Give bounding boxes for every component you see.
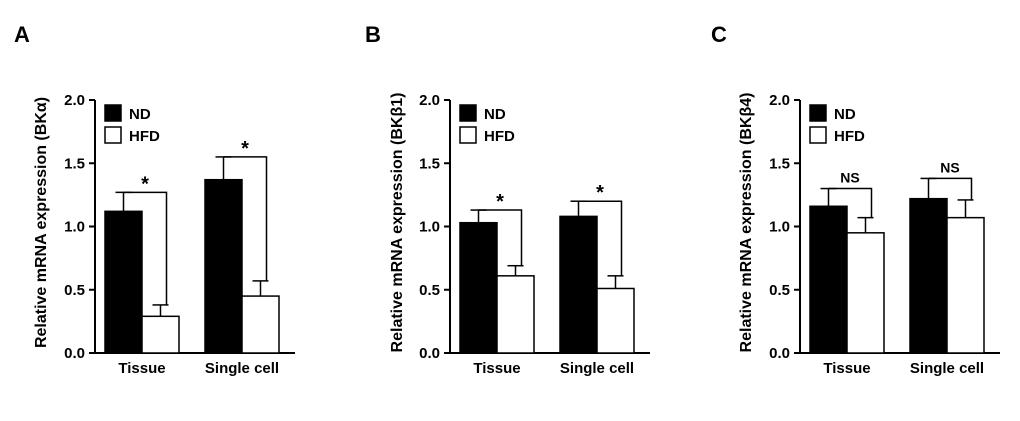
- y-tick-label: 1.5: [64, 155, 85, 172]
- y-tick-label: 2.0: [64, 92, 85, 109]
- bar-nd-single-cell: [204, 178, 243, 354]
- panel-letter: A: [14, 22, 30, 47]
- bar-hfd-single-cell: [596, 287, 635, 354]
- y-tick-label: 0.5: [769, 282, 790, 299]
- x-category-label: Tissue: [823, 360, 870, 377]
- significance-label: NS: [940, 159, 959, 175]
- panel-letter: C: [711, 22, 727, 47]
- x-category-label: Tissue: [473, 360, 520, 377]
- y-tick-label: 1.5: [769, 155, 790, 172]
- bar-hfd-tissue: [496, 275, 535, 354]
- y-tick-label: 1.0: [769, 219, 790, 236]
- bar-hfd-single-cell: [241, 295, 280, 354]
- bar-hfd-single-cell: [946, 216, 985, 354]
- y-tick-label: 0.0: [64, 345, 85, 362]
- y-tick-label: 2.0: [769, 92, 790, 109]
- significance-bracket: [123, 191, 168, 305]
- y-axis-label: Relative mRNA expression (BKα): [33, 97, 50, 348]
- bar-nd-tissue: [104, 210, 143, 354]
- significance-label: *: [241, 138, 249, 160]
- bar-hfd-tissue: [141, 315, 180, 354]
- y-axis-label: Relative mRNA expression (BKβ1): [389, 93, 406, 353]
- legend-swatch-hfd: [459, 126, 477, 144]
- bar-nd-tissue: [459, 221, 498, 354]
- legend-swatch-hfd: [104, 126, 122, 144]
- bar-hfd-tissue: [846, 232, 885, 354]
- y-tick-label: 1.0: [419, 219, 440, 236]
- bar-nd-single-cell: [909, 197, 948, 354]
- x-category-label: Single cell: [910, 360, 984, 377]
- significance-bracket: [223, 156, 268, 281]
- significance-label: *: [596, 182, 604, 204]
- significance-bracket: [828, 187, 873, 218]
- bar-nd-single-cell: [559, 215, 598, 354]
- legend-swatch-hfd: [809, 126, 827, 144]
- y-tick-label: 0.0: [419, 345, 440, 362]
- chart-panel-c: C Relative mRNA expression (BKβ4) 0.0 0.5 1.…: [711, 22, 1000, 377]
- legend-swatch-nd: [809, 104, 827, 122]
- chart-panel-b: B Relative mRNA expression (BKβ1) 0.0 0.5 1.…: [365, 22, 650, 377]
- y-tick-label: 0.5: [419, 282, 440, 299]
- y-tick-label: 1.5: [419, 155, 440, 172]
- legend-label-hfd: HFD: [129, 128, 160, 145]
- y-tick-label: 2.0: [419, 92, 440, 109]
- legend-label-hfd: HFD: [834, 128, 865, 145]
- y-tick-label: 0.0: [769, 345, 790, 362]
- legend-label-nd: ND: [484, 106, 506, 123]
- significance-label: *: [141, 173, 149, 195]
- significance-label: NS: [840, 170, 859, 186]
- legend-swatch-nd: [104, 104, 122, 122]
- legend-label-nd: ND: [834, 106, 856, 123]
- significance-bracket: [578, 200, 623, 276]
- x-category-label: Tissue: [118, 360, 165, 377]
- significance-bracket: [478, 209, 523, 266]
- legend-label-nd: ND: [129, 106, 151, 123]
- chart-panel-a: A Relative mRNA expression (BKα) 0.0 0.5 1.0…: [14, 22, 295, 377]
- legend-label-hfd: HFD: [484, 128, 515, 145]
- y-tick-label: 0.5: [64, 282, 85, 299]
- y-tick-label: 1.0: [64, 219, 85, 236]
- bar-nd-tissue: [809, 205, 848, 354]
- x-category-label: Single cell: [560, 360, 634, 377]
- panel-letter: B: [365, 22, 381, 47]
- y-axis-label: Relative mRNA expression (BKβ4): [738, 93, 755, 353]
- significance-bracket: [928, 177, 973, 200]
- legend-swatch-nd: [459, 104, 477, 122]
- significance-label: *: [496, 191, 504, 213]
- x-category-label: Single cell: [205, 360, 279, 377]
